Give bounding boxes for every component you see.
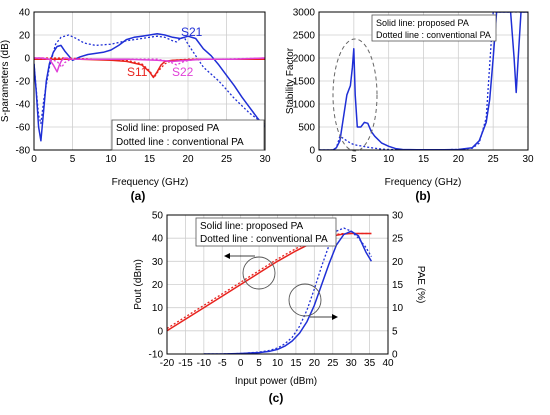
legend-text: Dotted line : conventional PA [200,234,328,245]
series-line [167,232,372,332]
y-tick-label: 50 [152,211,164,222]
series-line [34,34,265,126]
x-tick-label: 0 [238,358,244,369]
y-tick-label: 1500 [293,77,316,88]
panel-label: (a) [131,189,146,203]
y2-tick-label: 30 [392,211,404,222]
x-tick-label: 15 [290,358,302,369]
plot-frame [166,214,389,355]
x-tick-label: 0 [31,154,37,165]
series-line [167,232,372,330]
x-tick-label: 5 [70,154,76,165]
pae-indicator-circle [288,283,322,317]
legend-box: Solid line: proposed PA Dotted line : con… [111,119,265,151]
y-tick-label: 10 [152,303,164,314]
y-tick-label: 20 [19,31,31,42]
x-tick-label: 5 [351,154,357,165]
y2-tick-label: 5 [392,326,398,337]
x-axis-label: Frequency (GHz) [385,177,462,188]
y-tick-label: -80 [16,146,31,157]
y2-tick-label: 20 [392,257,404,268]
legend-text: Solid line: proposed PA [200,221,304,232]
legend-frame [195,217,337,247]
series-line [319,12,528,150]
x-tick-label: 40 [382,358,394,369]
y-axis-label: S-parameters (dB) [0,40,11,122]
x-tick-label: 25 [221,154,233,165]
y-tick-label: 1000 [293,100,316,111]
y-tick-label: -60 [16,123,31,134]
pae-arrowhead [332,314,338,320]
legend-text: Solid line: proposed PA [116,123,220,134]
y2-tick-label: 0 [392,350,398,361]
y-tick-label: 40 [152,234,164,245]
x-tick-label: -5 [218,358,227,369]
annotation-s11: S11 [127,65,148,79]
x-tick-label: 20 [453,154,465,165]
y-tick-label: 40 [19,8,31,19]
y-tick-label: 0 [24,54,30,65]
annotation-s22: S22 [172,65,194,79]
legend-frame [371,14,497,42]
y-tick-label: 20 [152,280,164,291]
x-tick-label: 15 [418,154,430,165]
y2-axis-label: PAE (%) [415,266,426,304]
y-tick-label: -40 [16,100,31,111]
x-tick-label: 5 [256,358,262,369]
y-tick-label: 30 [152,257,164,268]
y-tick-label: 2000 [293,54,316,65]
legend-box: Solid line: proposed PA Dotted line : con… [371,14,497,42]
y-tick-label: 500 [298,123,315,134]
chart-panel-b: 0 5 10 15 20 25 30 0 500 1000 1500 2000 2500 3000 Freq… [285,8,534,204]
plot-frame [318,11,529,151]
chart-panel-a: 0 5 10 15 20 25 30 -80 -60 -40 -20 0 20 40 Frequency (… [0,8,271,204]
legend-text: Dotted line : conventional PA [376,30,491,40]
x-axis-label: Input power (dBm) [235,376,317,387]
x-tick-label: -10 [197,358,212,369]
series-line [203,227,372,354]
x-tick-label: 10 [105,154,117,165]
y-tick-label: -20 [16,77,31,88]
x-tick-label: 20 [309,358,321,369]
legend-box: Solid line: proposed PA Dotted line : con… [195,217,337,247]
x-axis-label: Frequency (GHz) [112,177,189,188]
x-tick-label: 30 [259,154,271,165]
x-tick-label: -20 [160,358,175,369]
series-line [34,33,265,142]
x-tick-label: 10 [272,358,284,369]
pout-indicator-circle [242,256,276,290]
y-tick-label: 3000 [293,8,316,19]
x-tick-label: 0 [316,154,322,165]
y-axis-label: Pout (dBm) [133,259,144,310]
y-tick-label: -10 [149,350,164,361]
y-tick-label: 0 [309,146,315,157]
pout-arrowhead [224,253,230,259]
x-tick-label: 25 [488,154,500,165]
x-tick-label: -15 [178,358,193,369]
legend-text: Dotted line : conventional PA [116,137,244,148]
y-tick-label: 0 [157,326,163,337]
series-line [34,57,265,68]
x-tick-label: 30 [522,154,534,165]
highlight-ellipse [332,38,378,152]
y2-tick-label: 25 [392,234,404,245]
panel-label: (b) [415,189,430,203]
x-tick-label: 15 [144,154,156,165]
x-tick-label: 25 [327,358,339,369]
y-tick-label: 2500 [293,31,316,42]
x-tick-label: 35 [364,358,376,369]
y2-tick-label: 15 [392,280,404,291]
x-tick-label: 20 [182,154,194,165]
x-tick-label: 30 [346,358,358,369]
chart-panel-c: -20 -15 -10 -5 0 5 10 15 20 25 30 35 40 -10 0 10 20 30 40 5… [133,211,426,406]
annotation-s21: S21 [181,25,203,39]
panel-label: (c) [269,391,284,405]
legend-text: Solid line: proposed PA [376,18,469,28]
legend-frame [111,119,265,151]
y-axis-label: Stability Factor [285,47,296,114]
x-tick-label: 10 [383,154,395,165]
y2-tick-label: 10 [392,303,404,314]
